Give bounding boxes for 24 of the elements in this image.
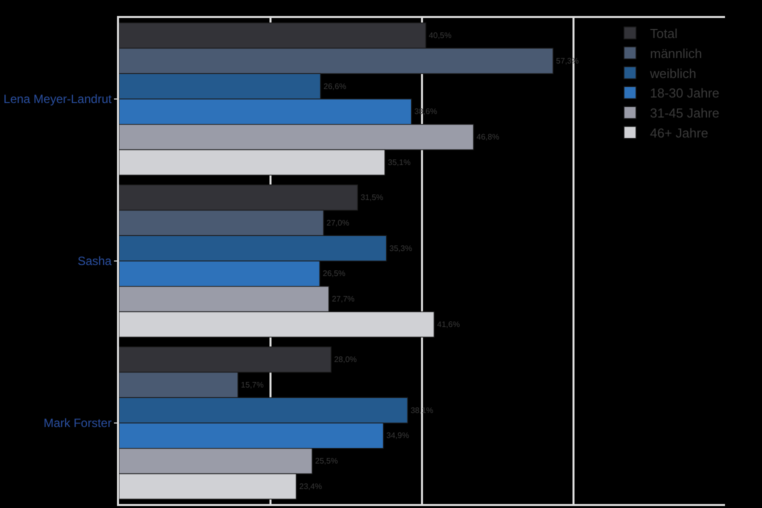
data-label: 27,7% — [332, 294, 355, 304]
data-label: 31,5% — [360, 193, 384, 202]
data-label: 35,3% — [389, 244, 412, 253]
y-tick-label: Mark Forster — [44, 416, 112, 430]
data-label: 34,9% — [386, 431, 410, 440]
legend-label: 31-45 Jahre — [650, 106, 720, 121]
data-label: 28,0% — [334, 355, 357, 364]
data-label: 26,6% — [324, 82, 346, 91]
data-label: 46,8% — [476, 132, 500, 142]
data-label: 25,5% — [315, 456, 338, 466]
y-tick-label: Sasha — [78, 254, 112, 268]
data-label: 41,6% — [437, 320, 460, 329]
legend-label: männlich — [650, 46, 702, 61]
legend-label: weiblich — [649, 66, 696, 81]
y-tick-label: Lena Meyer-Landrut — [4, 92, 112, 106]
data-label: 35,1% — [388, 158, 411, 167]
data-label: 26,5% — [322, 269, 346, 278]
legend-label: 46+ Jahre — [650, 126, 708, 141]
data-label: 27,0% — [326, 218, 350, 228]
legend-label: 18-30 Jahre — [650, 86, 720, 101]
data-label: 40,5% — [428, 31, 452, 40]
data-label: 15,7% — [240, 380, 264, 390]
data-label: 23,4% — [299, 482, 322, 491]
legend-label: Total — [650, 26, 678, 42]
